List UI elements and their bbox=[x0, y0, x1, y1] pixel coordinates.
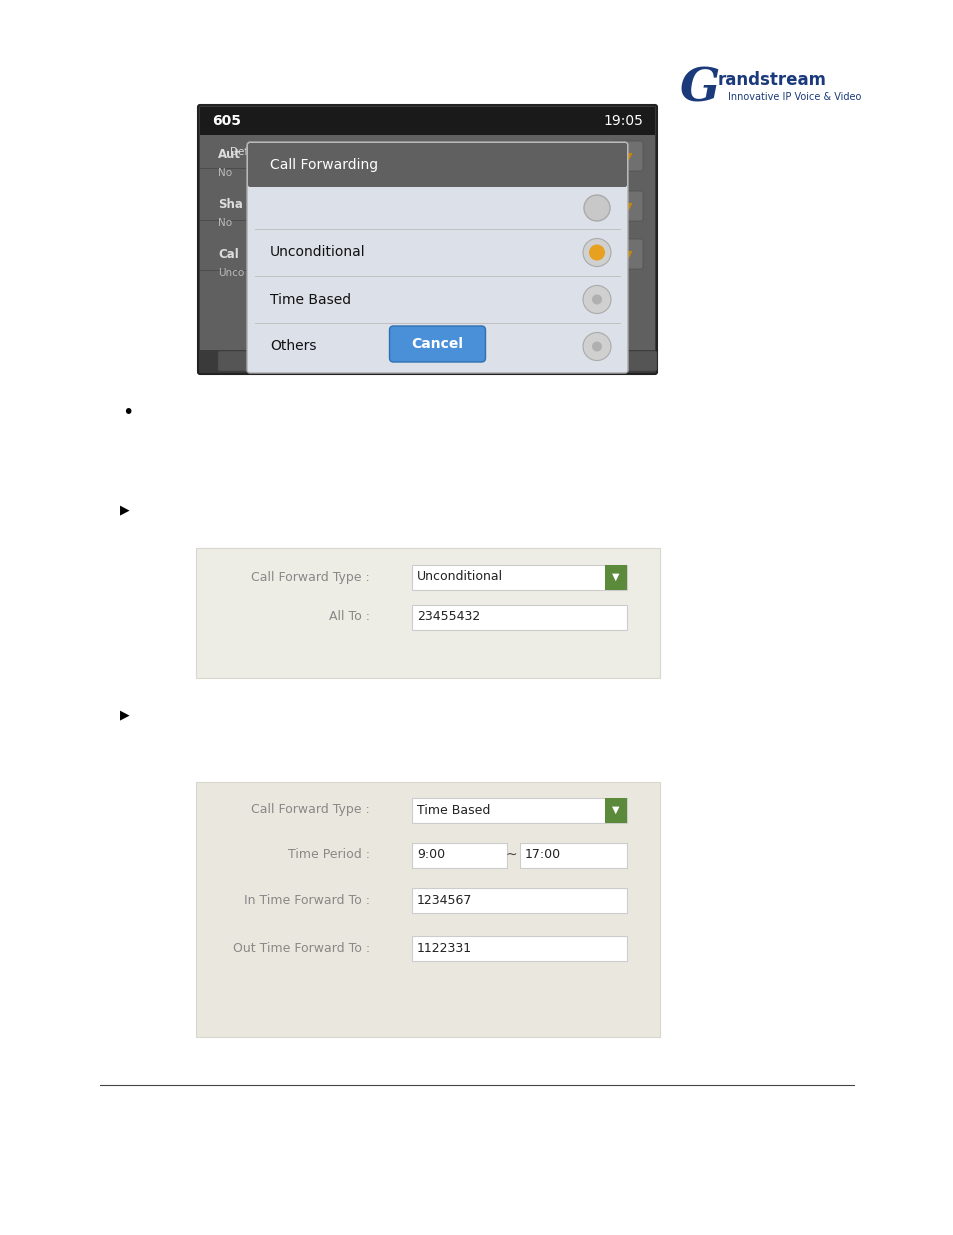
Text: ▼: ▼ bbox=[623, 249, 632, 261]
FancyBboxPatch shape bbox=[425, 351, 469, 370]
FancyBboxPatch shape bbox=[195, 548, 659, 678]
Text: 17:00: 17:00 bbox=[524, 848, 560, 862]
Text: G: G bbox=[679, 65, 720, 111]
FancyBboxPatch shape bbox=[613, 240, 642, 269]
FancyBboxPatch shape bbox=[519, 842, 626, 867]
Circle shape bbox=[592, 294, 601, 305]
FancyBboxPatch shape bbox=[412, 842, 506, 867]
FancyBboxPatch shape bbox=[200, 107, 655, 135]
FancyBboxPatch shape bbox=[412, 604, 626, 630]
FancyBboxPatch shape bbox=[247, 142, 627, 373]
Text: •: • bbox=[122, 404, 133, 422]
Text: ▼: ▼ bbox=[623, 203, 632, 212]
FancyBboxPatch shape bbox=[195, 782, 659, 1037]
Text: 1122331: 1122331 bbox=[416, 941, 472, 955]
FancyBboxPatch shape bbox=[412, 888, 626, 913]
Text: No: No bbox=[218, 219, 232, 228]
Text: 605: 605 bbox=[212, 114, 241, 128]
Text: randstream: randstream bbox=[718, 70, 826, 89]
Text: 9:00: 9:00 bbox=[416, 848, 445, 862]
Text: Call Forward Type :: Call Forward Type : bbox=[251, 571, 370, 583]
Text: Call Forward Type :: Call Forward Type : bbox=[251, 804, 370, 816]
Text: ▼: ▼ bbox=[612, 572, 619, 582]
FancyBboxPatch shape bbox=[412, 935, 626, 961]
Text: ▼: ▼ bbox=[612, 805, 619, 815]
Text: Unconditional: Unconditional bbox=[416, 571, 502, 583]
Text: 23455432: 23455432 bbox=[416, 610, 479, 624]
Text: ▼: ▼ bbox=[623, 152, 632, 162]
FancyBboxPatch shape bbox=[412, 564, 626, 589]
Text: Cancel: Cancel bbox=[411, 337, 463, 351]
FancyBboxPatch shape bbox=[604, 564, 626, 589]
Text: ~: ~ bbox=[505, 848, 517, 862]
Circle shape bbox=[582, 285, 610, 314]
Text: ▶: ▶ bbox=[120, 504, 130, 516]
FancyBboxPatch shape bbox=[200, 350, 655, 372]
Text: All To :: All To : bbox=[329, 610, 370, 624]
FancyBboxPatch shape bbox=[198, 105, 657, 374]
Text: Others: Others bbox=[270, 340, 316, 353]
Text: Aut: Aut bbox=[218, 148, 241, 162]
Circle shape bbox=[588, 245, 604, 261]
Text: Call Forwarding: Call Forwarding bbox=[270, 158, 377, 172]
Text: Time Based: Time Based bbox=[270, 293, 351, 306]
FancyBboxPatch shape bbox=[389, 326, 485, 362]
Circle shape bbox=[583, 195, 609, 221]
Text: Cal: Cal bbox=[218, 248, 238, 262]
Text: Sha: Sha bbox=[218, 199, 243, 211]
Text: 19:05: 19:05 bbox=[602, 114, 642, 128]
Text: Time Based: Time Based bbox=[416, 804, 490, 816]
Text: 1234567: 1234567 bbox=[416, 893, 472, 906]
Text: Out Time Forward To :: Out Time Forward To : bbox=[233, 941, 370, 955]
Text: Innovative IP Voice & Video: Innovative IP Voice & Video bbox=[727, 91, 861, 103]
Text: Time Period :: Time Period : bbox=[288, 848, 370, 862]
FancyBboxPatch shape bbox=[613, 191, 642, 221]
Text: No: No bbox=[218, 168, 232, 178]
Text: ▶: ▶ bbox=[120, 709, 130, 721]
FancyBboxPatch shape bbox=[412, 798, 626, 823]
FancyBboxPatch shape bbox=[248, 143, 626, 186]
Text: In Time Forward To :: In Time Forward To : bbox=[244, 893, 370, 906]
Circle shape bbox=[582, 332, 610, 361]
Text: Default ringtone (Default ringtone): Default ringtone (Default ringtone) bbox=[230, 147, 412, 157]
FancyBboxPatch shape bbox=[613, 351, 657, 370]
FancyBboxPatch shape bbox=[218, 351, 262, 370]
FancyBboxPatch shape bbox=[200, 135, 655, 372]
Text: Unco: Unco bbox=[218, 268, 244, 278]
Circle shape bbox=[592, 342, 601, 352]
FancyBboxPatch shape bbox=[604, 798, 626, 823]
FancyBboxPatch shape bbox=[613, 141, 642, 170]
Text: Unconditional: Unconditional bbox=[270, 246, 365, 259]
Circle shape bbox=[582, 238, 610, 267]
